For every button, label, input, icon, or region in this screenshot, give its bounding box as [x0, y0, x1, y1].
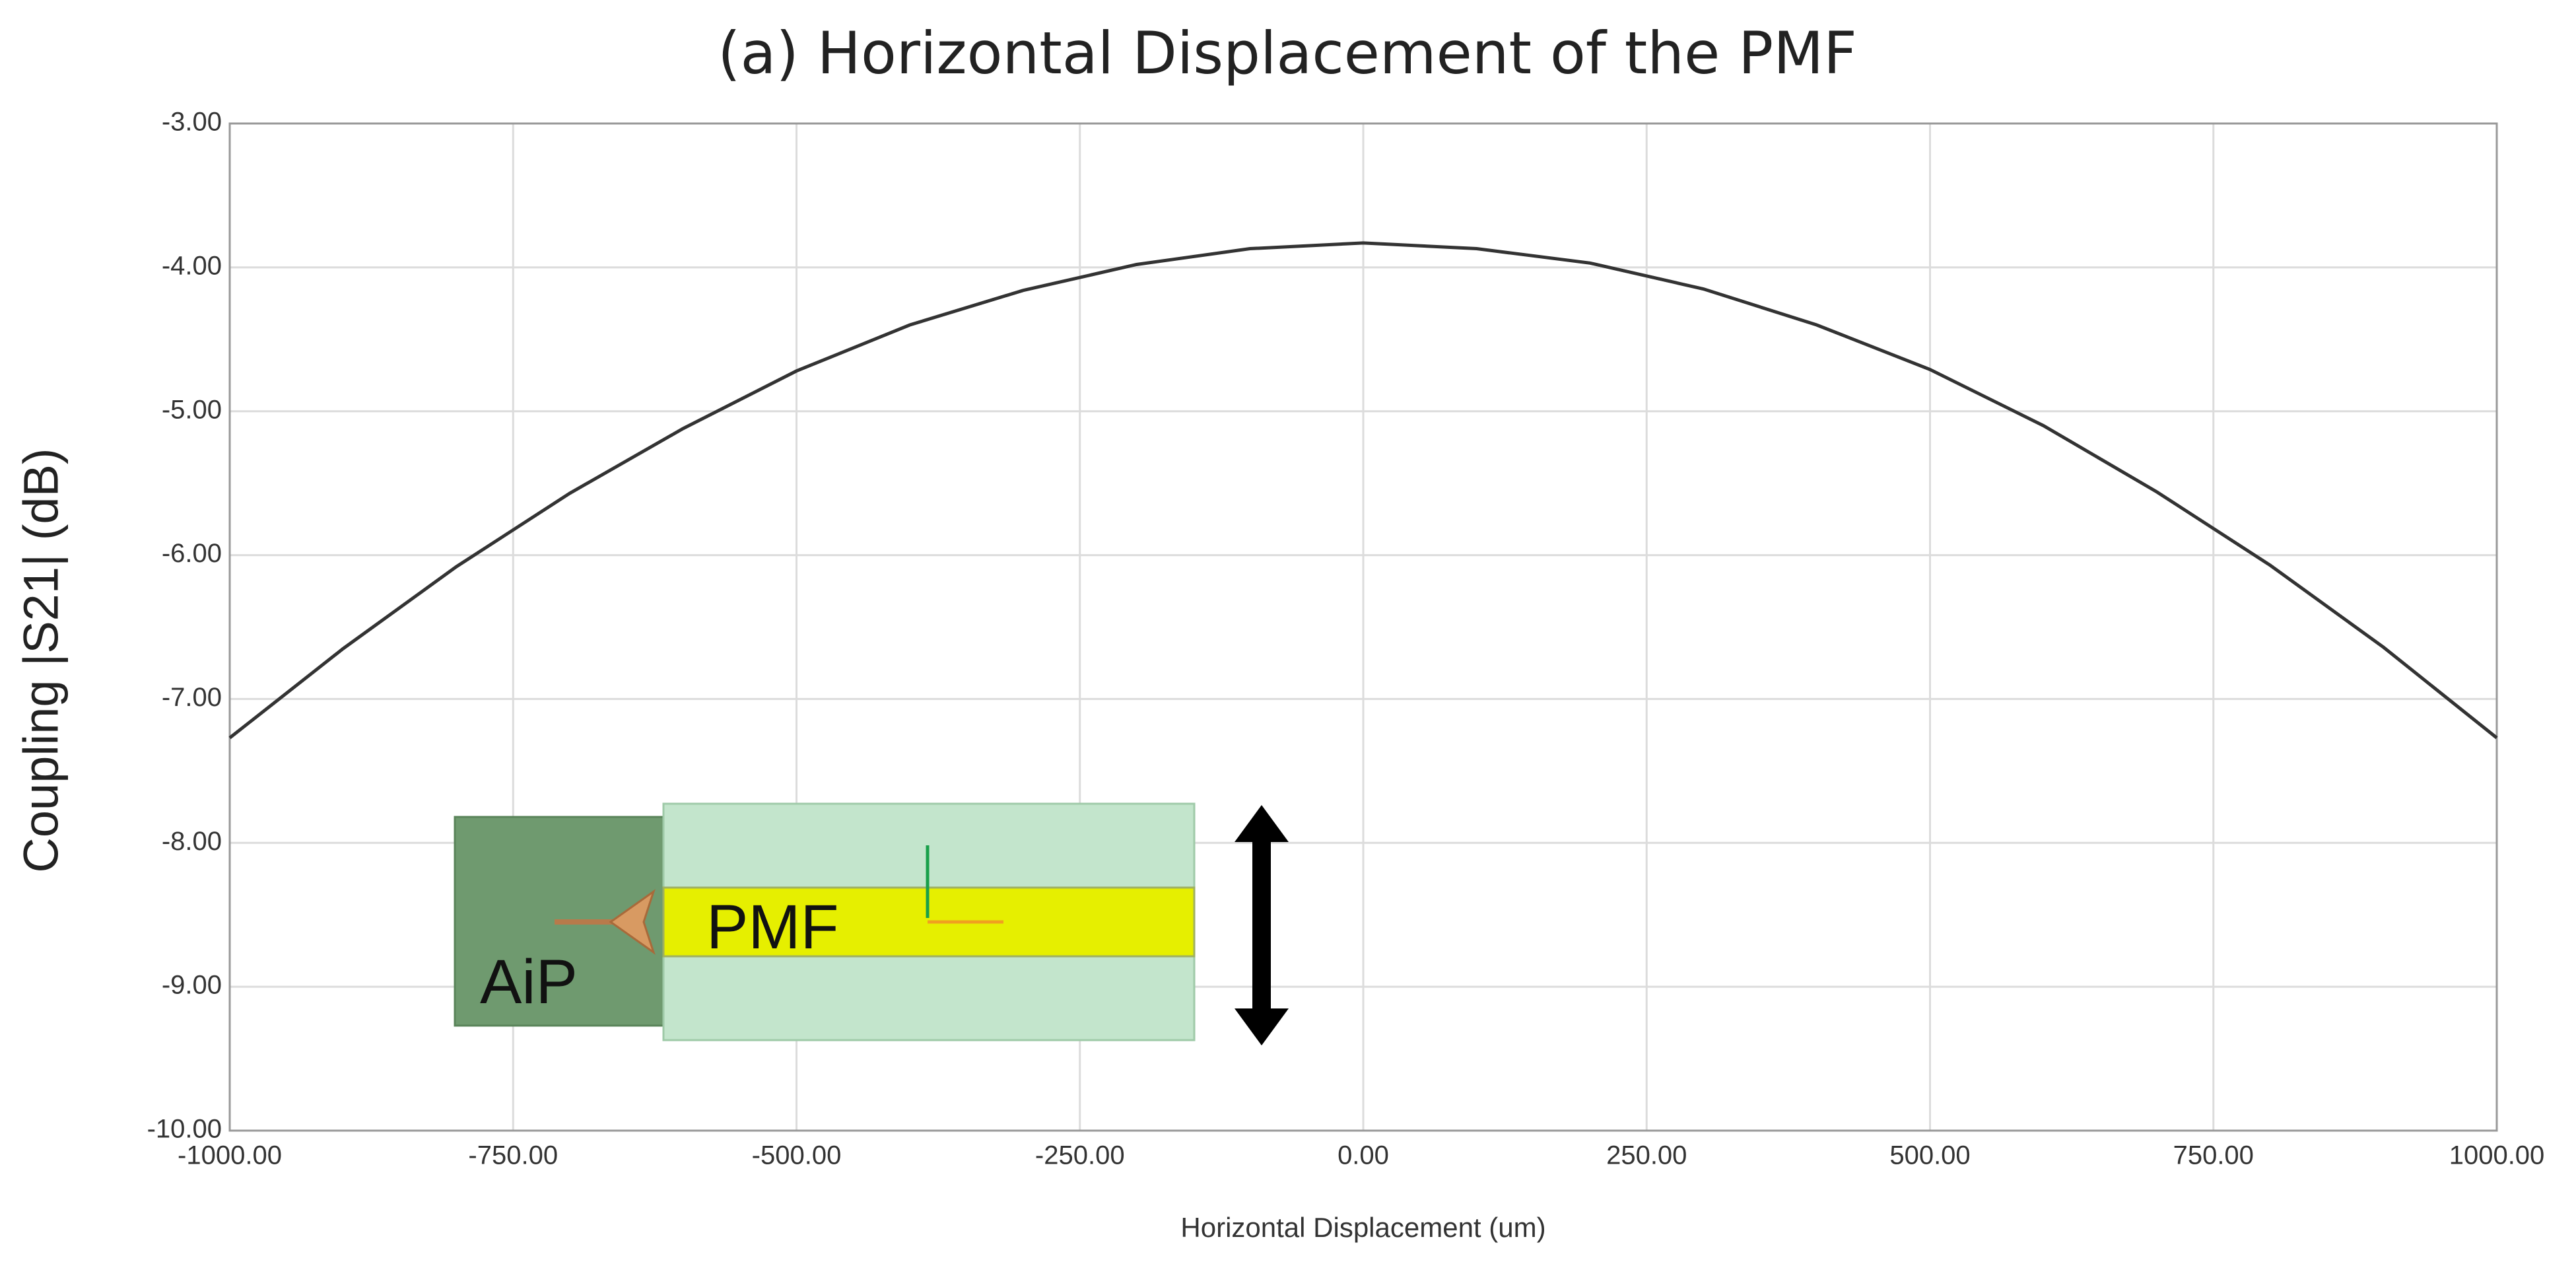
x-tick-label: -750.00 — [468, 1141, 558, 1170]
chart-title: (a) Horizontal Displacement of the PMF — [718, 19, 1857, 87]
y-tick-label: -5.00 — [162, 395, 222, 424]
plot-border — [228, 122, 2498, 1132]
x-tick-label: 500.00 — [1889, 1141, 1970, 1170]
y-axis-label: Coupling |S21| (dB) — [14, 448, 69, 872]
x-tick-label: 750.00 — [2173, 1141, 2254, 1170]
x-tick-label: -250.00 — [1035, 1141, 1125, 1170]
inset-label: PMF — [706, 892, 839, 962]
arrow-head — [1235, 1008, 1289, 1045]
y-tick-label: -10.00 — [147, 1115, 222, 1144]
series — [228, 241, 2498, 740]
y-tick-label: -4.00 — [162, 251, 222, 280]
data-line — [228, 241, 2498, 740]
y-tick-label: -8.00 — [162, 827, 222, 856]
arrow-head — [1235, 805, 1289, 842]
y-tick-label: -7.00 — [162, 683, 222, 712]
y-tick-label: -9.00 — [162, 971, 222, 1000]
inset-diagram: AiP PMF — [454, 802, 1289, 1045]
x-tick-label: -1000.00 — [178, 1141, 282, 1170]
antenna — [609, 889, 656, 955]
x-tick-label: 250.00 — [1606, 1141, 1687, 1170]
x-tick-label: 0.00 — [1338, 1141, 1389, 1170]
x-tick-label: 1000.00 — [2449, 1141, 2545, 1170]
y-tick-label: -6.00 — [162, 539, 222, 568]
x-axis-label: Horizontal Displacement (um) — [1180, 1212, 1545, 1243]
x-tick-label: -500.00 — [752, 1141, 842, 1170]
y-tick-label: -3.00 — [162, 108, 222, 137]
inset-label: AiP — [480, 947, 578, 1017]
